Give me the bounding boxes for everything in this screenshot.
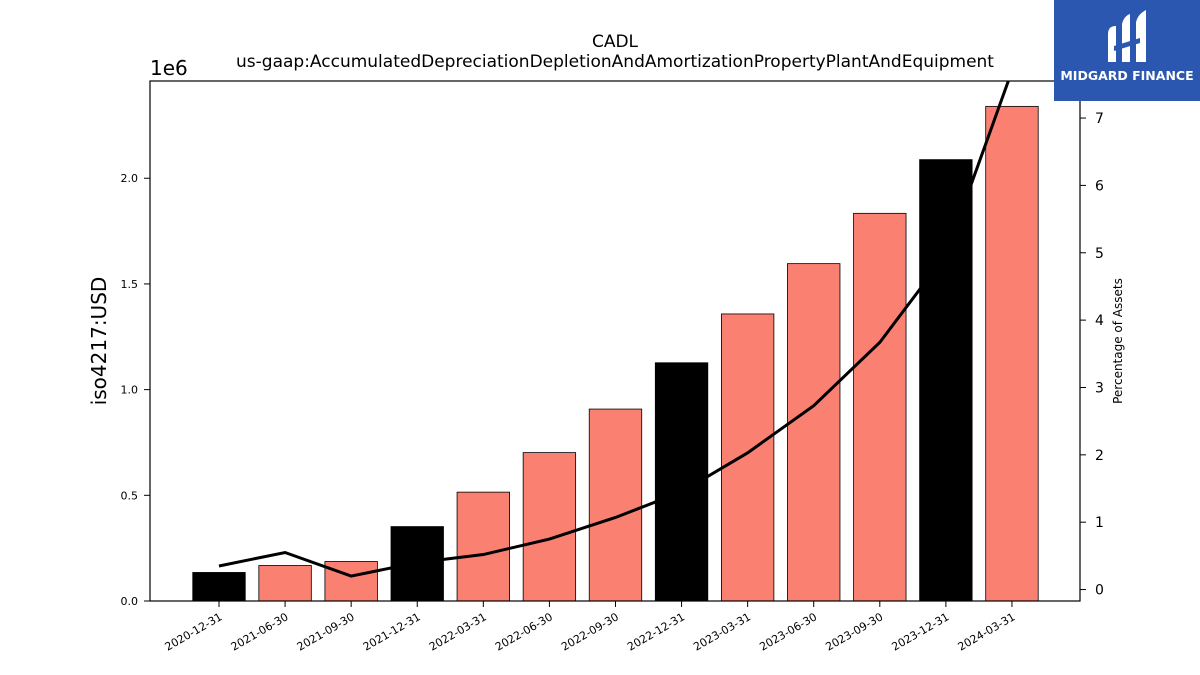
y2-tick-label: 0: [1095, 583, 1104, 599]
y-offset-label: 1e6: [150, 56, 188, 80]
y-tick-label: 1.0: [121, 384, 139, 397]
bar-2021-06-30: [258, 565, 312, 602]
x-tick-label: 2023-06-30: [757, 610, 819, 653]
y2-tick-label: 5: [1095, 246, 1104, 262]
bar-2024-03-31: [985, 105, 1039, 602]
bar-2023-09-30: [853, 212, 907, 602]
line-percentage-of-assets: [218, 81, 1010, 578]
bar-2023-03-31: [720, 313, 775, 602]
x-tick-label: 2021-09-30: [295, 610, 357, 653]
x-tick-label: 2022-09-30: [559, 610, 621, 653]
y2-tick-label: 7: [1095, 111, 1104, 127]
bar-2022-06-30: [522, 452, 577, 602]
x-tick-label: 2022-03-31: [427, 610, 489, 653]
x-tick-label: 2022-06-30: [493, 610, 555, 653]
y2-axis-label: Percentage of Assets: [1111, 278, 1125, 404]
y-tick-label: 0.0: [121, 595, 139, 608]
x-tick-label: 2023-09-30: [823, 610, 885, 653]
x-tick-label: 2021-12-31: [361, 610, 423, 653]
x-tick-label: 2022-12-31: [625, 610, 687, 653]
bar-2020-12-31: [192, 572, 246, 602]
x-tick-label: 2024-03-31: [956, 610, 1018, 653]
midgard-finance-logo: MIDGARD FINANCE: [1054, 0, 1200, 101]
x-tick-label: 2023-03-31: [691, 610, 753, 653]
y-tick-label: 0.5: [121, 489, 139, 502]
bar-2022-03-31: [456, 491, 510, 602]
bar-2022-09-30: [588, 408, 643, 602]
bar-2023-06-30: [787, 263, 841, 602]
logo-mark-icon: [1108, 10, 1146, 62]
y-tick-label: 2.0: [121, 172, 139, 185]
chart-title: CADL: [591, 32, 639, 52]
y2-tick-label: 4: [1095, 313, 1104, 329]
y2-tick-label: 2: [1095, 448, 1104, 464]
y-tick-label: 1.5: [121, 278, 139, 291]
x-tick-label: 2020-12-31: [163, 610, 225, 653]
bar-2021-09-30: [324, 561, 378, 602]
y2-tick-label: 6: [1095, 178, 1104, 194]
logo-text: MIDGARD FINANCE: [1060, 68, 1194, 83]
x-tick-label: 2021-06-30: [229, 610, 291, 653]
y2-tick-label: 3: [1095, 380, 1104, 396]
y2-tick-label: 1: [1095, 515, 1104, 531]
bar-2023-12-31: [919, 159, 973, 602]
x-tick-label: 2023-12-31: [890, 610, 952, 653]
y-axis-label: iso4217:USD: [87, 277, 111, 406]
chart-subtitle: us-gaap:AccumulatedDepreciationDepletion…: [236, 52, 994, 72]
